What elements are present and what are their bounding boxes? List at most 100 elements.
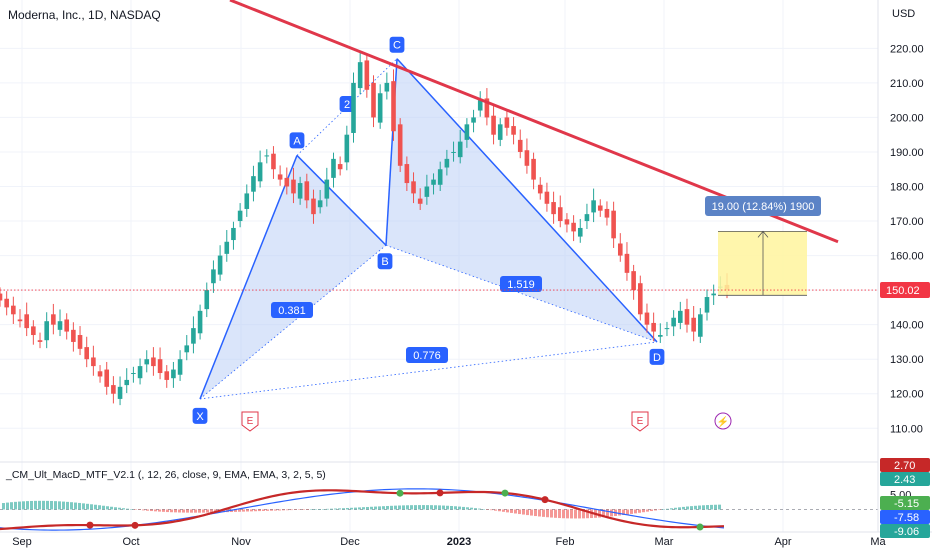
macd-histogram-bar xyxy=(486,509,489,510)
candle-body xyxy=(111,385,116,394)
earnings-marker[interactable] xyxy=(631,411,649,432)
time-axis[interactable]: Sep Oct Nov Dec 2023 Feb Mar Apr Ma xyxy=(0,531,932,548)
candle-body xyxy=(611,210,616,239)
macd-histogram-bar xyxy=(266,509,269,511)
macd-histogram-bar xyxy=(330,508,333,510)
macd-histogram-bar xyxy=(326,508,329,510)
macd-histogram-bar xyxy=(518,509,521,515)
measure-box[interactable] xyxy=(718,231,807,296)
macd-histogram-bar xyxy=(150,509,153,512)
macd-histogram-bar xyxy=(258,509,261,512)
macd-histogram-bar xyxy=(578,509,581,519)
candle-body xyxy=(157,359,163,374)
candle-body xyxy=(77,335,83,349)
macd-histogram-bar xyxy=(202,509,205,513)
macd-histogram-bar xyxy=(74,502,77,510)
macd-histogram-bar xyxy=(434,505,437,510)
indicator-value-label: 2.43 xyxy=(894,474,915,486)
time-tick-label: Mar xyxy=(655,536,674,548)
candlestick-series xyxy=(0,50,730,406)
macd-histogram-bar xyxy=(602,509,605,518)
candle-body xyxy=(371,82,376,118)
event-markers[interactable]: E E ⚡ xyxy=(241,411,732,432)
ratio-label: 2 xyxy=(344,99,350,111)
macd-histogram-bar xyxy=(582,509,585,519)
macd-histogram-bar xyxy=(222,509,225,513)
candle-body xyxy=(617,243,623,256)
macd-histogram-bar xyxy=(442,505,445,510)
price-tick-label: 110.00 xyxy=(890,423,923,435)
candle-body xyxy=(377,93,383,123)
candle-body xyxy=(297,183,303,199)
candle-body xyxy=(331,158,336,178)
macd-histogram-bar xyxy=(574,509,577,519)
macd-histogram-bar xyxy=(278,509,281,511)
macd-histogram-bar xyxy=(610,509,613,517)
candle-body xyxy=(324,179,330,199)
macd-histogram-bar xyxy=(90,504,93,510)
macd-histogram-bar xyxy=(162,509,165,512)
indicator-value-tag xyxy=(880,472,930,486)
candle-body xyxy=(651,322,656,332)
macd-histogram-bar xyxy=(690,506,693,510)
candle-body xyxy=(37,340,43,342)
macd-histogram-bar xyxy=(70,502,73,510)
candle-body xyxy=(571,222,576,232)
macd-histogram-bar xyxy=(554,509,557,518)
candle-body xyxy=(644,312,650,325)
macd-histogram-bar xyxy=(646,509,649,512)
price-axis[interactable]: 110.00120.00130.00140.00150.00160.00170.… xyxy=(0,0,930,532)
candle-body xyxy=(678,310,683,323)
candle-body xyxy=(284,177,290,187)
macd-histogram-bar xyxy=(54,501,57,510)
candle-body xyxy=(97,371,103,377)
earnings-marker-label: E xyxy=(247,416,254,427)
indicator-value-tag xyxy=(880,496,930,510)
candle-body xyxy=(117,386,123,399)
measure-arrowhead xyxy=(757,230,769,238)
macd-histogram-bar xyxy=(634,509,637,514)
macd-histogram-bar xyxy=(678,507,681,510)
macd-histogram-bar xyxy=(534,509,537,517)
macd-histogram-bar xyxy=(282,509,285,511)
price-range-measure[interactable]: 19.00 (12.84%) 1900 xyxy=(705,196,821,296)
candle-body xyxy=(317,200,323,208)
symbol-title: Moderna, Inc., 1D, NASDAQ xyxy=(8,8,161,22)
harmonic-pattern: A B C D X 2 0.381 1.519 0.776 xyxy=(192,36,665,424)
price-tick-label: 120.00 xyxy=(890,389,924,401)
candle-body xyxy=(457,141,463,158)
macd-histogram-bar xyxy=(78,502,81,510)
macd-histogram-bar xyxy=(346,507,349,510)
measure-label-bg xyxy=(705,196,821,216)
macd-histogram-bar xyxy=(550,509,553,518)
candle-body xyxy=(397,124,403,166)
candle-body xyxy=(0,293,3,301)
candle-body xyxy=(704,297,710,313)
time-tick-label: Sep xyxy=(12,536,32,548)
ratio-label-bg xyxy=(406,347,448,363)
macd-cross-dot xyxy=(696,523,704,531)
candle-body xyxy=(711,293,716,296)
macd-histogram-bar xyxy=(174,509,177,513)
macd-histogram-bar xyxy=(250,509,253,512)
macd-histogram-bar xyxy=(34,500,37,510)
macd-histogram-bar xyxy=(106,506,109,510)
candle-body xyxy=(591,200,596,213)
candle-body xyxy=(504,117,510,128)
macd-indicator xyxy=(0,488,878,531)
last-price-label: 150.02 xyxy=(886,285,920,297)
earnings-marker[interactable] xyxy=(241,411,259,432)
macd-histogram-bar xyxy=(114,507,117,510)
macd-histogram-bar xyxy=(166,509,169,513)
candle-body xyxy=(64,319,69,332)
macd-histogram-bar xyxy=(82,503,85,510)
candle-body xyxy=(211,269,216,284)
candle-body xyxy=(451,151,456,153)
macd-histogram-bar xyxy=(62,501,65,510)
point-label-c-bg xyxy=(389,36,405,53)
candle-body xyxy=(51,314,56,325)
split-marker[interactable] xyxy=(714,412,732,430)
macd-cross-dot xyxy=(131,521,139,529)
macd-histogram-bar xyxy=(642,509,645,513)
